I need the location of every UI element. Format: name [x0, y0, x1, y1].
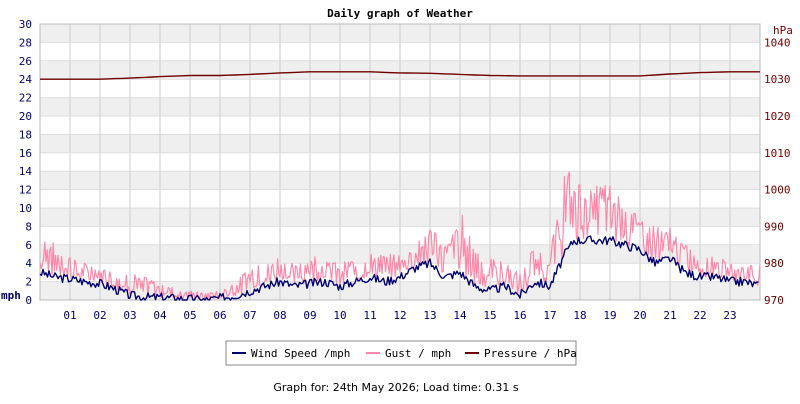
x-tick-label: 07 — [243, 309, 256, 322]
right-tick-label: 1020 — [764, 110, 791, 123]
x-tick-label: 05 — [183, 309, 196, 322]
left-tick-label: 2 — [25, 276, 32, 289]
left-tick-label: 18 — [19, 128, 32, 141]
left-axis-unit: mph — [1, 289, 21, 302]
legend-label-gust: Gust / mph — [385, 347, 451, 360]
plot-frame — [39, 23, 761, 301]
legend-box — [225, 340, 577, 366]
x-tick-label: 09 — [303, 309, 316, 322]
left-tick-label: 30 — [19, 18, 32, 31]
x-tick-label: 18 — [573, 309, 586, 322]
right-tick-label: 1030 — [764, 73, 791, 86]
x-tick-label: 06 — [213, 309, 226, 322]
right-tick-label: 1000 — [764, 184, 791, 197]
left-tick-label: 14 — [19, 165, 33, 178]
right-tick-label: 1040 — [764, 36, 791, 49]
x-tick-label: 04 — [153, 309, 167, 322]
legend: Wind Speed /mph Gust / mph Pressure / hP… — [225, 340, 577, 366]
left-tick-label: 28 — [19, 36, 32, 49]
right-tick-label: 970 — [764, 294, 784, 307]
left-tick-label: 22 — [19, 92, 32, 105]
x-tick-label: 14 — [453, 309, 467, 322]
x-tick-label: 17 — [543, 309, 556, 322]
legend-label-wind: Wind Speed /mph — [251, 347, 350, 360]
x-tick-label: 13 — [423, 309, 436, 322]
x-tick-label: 12 — [393, 309, 406, 322]
left-tick-label: 6 — [25, 239, 32, 252]
x-tick-label: 15 — [483, 309, 496, 322]
left-tick-label: 20 — [19, 110, 32, 123]
footer-text: Graph for: 24th May 2026; Load time: 0.3… — [273, 381, 519, 394]
x-tick-label: 03 — [123, 309, 136, 322]
x-tick-label: 08 — [273, 309, 286, 322]
left-tick-label: 24 — [19, 73, 33, 86]
x-tick-label: 19 — [603, 309, 616, 322]
left-tick-label: 4 — [25, 257, 32, 270]
right-tick-label: 990 — [764, 220, 784, 233]
plot-grid — [40, 24, 760, 300]
x-tick-label: 20 — [633, 309, 646, 322]
chart-title: Daily graph of Weather — [327, 7, 473, 20]
x-axis-ticks: 01 02 03 04 05 06 07 08 09 10 11 12 13 14 15 16 17 18 19 20… — [63, 309, 736, 322]
x-tick-label: 23 — [723, 309, 736, 322]
x-tick-label: 21 — [663, 309, 676, 322]
series-line-gust — [39, 171, 761, 300]
left-tick-label: 16 — [19, 147, 32, 160]
series-layer — [39, 71, 761, 301]
x-tick-label: 11 — [363, 309, 376, 322]
right-tick-label: 980 — [764, 257, 784, 270]
left-tick-label: 12 — [19, 184, 32, 197]
legend-label-pressure: Pressure / hPa — [484, 347, 577, 360]
x-tick-label: 02 — [93, 309, 106, 322]
right-axis-unit: hPa — [773, 24, 793, 37]
series-line-pressure — [40, 71, 760, 80]
left-tick-label: 0 — [25, 294, 32, 307]
left-tick-label: 8 — [25, 220, 32, 233]
left-tick-label: 26 — [19, 55, 32, 68]
x-tick-label: 16 — [513, 309, 526, 322]
x-tick-label: 22 — [693, 309, 706, 322]
right-axis-ticks: 970 980 990 1000 1010 1020 1030 1040 — [764, 36, 791, 307]
x-tick-label: 01 — [63, 309, 76, 322]
left-tick-label: 10 — [19, 202, 32, 215]
series-line-wind — [39, 235, 759, 301]
right-tick-label: 1010 — [764, 147, 791, 160]
x-tick-label: 10 — [333, 309, 346, 322]
